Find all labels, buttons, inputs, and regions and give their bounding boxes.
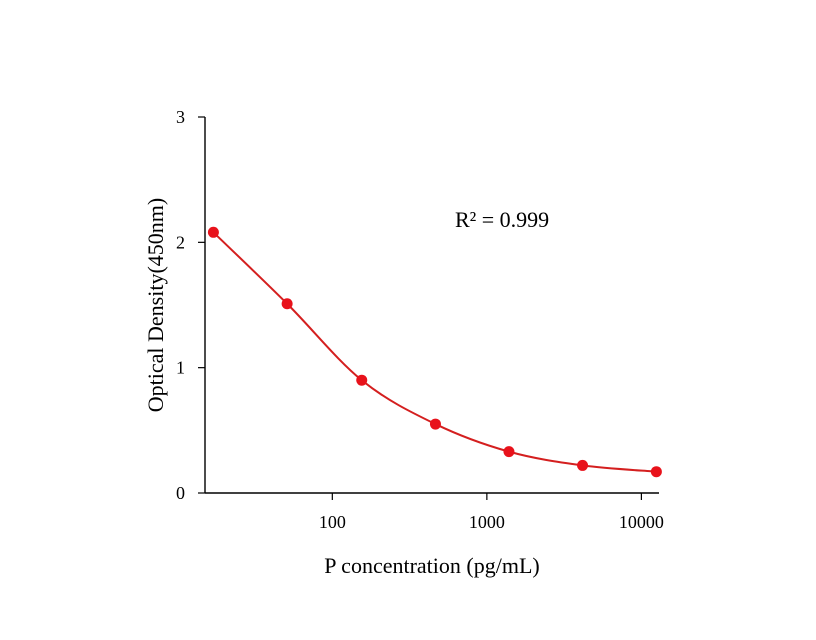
y-tick-label: 0 xyxy=(176,483,185,503)
axes xyxy=(204,117,659,494)
x-ticks: 100 1000 10000 xyxy=(319,493,664,532)
data-point xyxy=(281,298,293,310)
y-tick-label: 2 xyxy=(176,232,185,252)
y-axis-title: Optical Density(450nm) xyxy=(143,198,168,412)
data-point xyxy=(429,418,441,430)
data-point xyxy=(207,226,219,238)
x-axis-title: P concentration (pg/mL) xyxy=(324,553,539,578)
x-tick-label: 100 xyxy=(319,512,346,532)
x-tick-label: 10000 xyxy=(619,512,664,532)
x-tick-label: 1000 xyxy=(469,512,505,532)
data-point xyxy=(503,446,515,458)
data-point xyxy=(356,374,368,386)
fit-curve xyxy=(212,231,657,473)
y-ticks: 0 1 2 3 xyxy=(176,107,205,503)
y-tick-label: 1 xyxy=(176,358,185,378)
data-point xyxy=(577,459,589,471)
data-points xyxy=(207,226,662,478)
y-tick-label: 3 xyxy=(176,107,185,127)
data-point xyxy=(650,466,662,478)
r-squared-annotation: R² = 0.999 xyxy=(455,207,549,232)
